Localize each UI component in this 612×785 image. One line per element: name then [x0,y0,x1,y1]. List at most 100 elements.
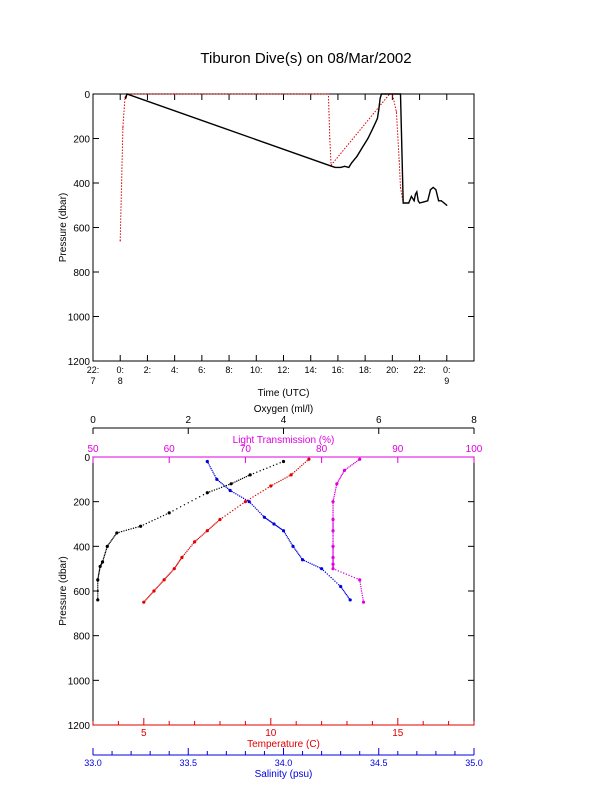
temperature-trace-dot [204,532,206,534]
oxygen-trace-dot [111,538,113,541]
oxygen-trace-dot [128,528,130,531]
temperature-trace-dot [282,478,284,481]
oxygen-trace-dot [106,547,108,549]
light_transmission-trace-dot [351,464,353,466]
oxygen-trace-dot [243,476,246,479]
oxygen-trace-dot [266,467,268,469]
temperature-trace-dot [145,599,147,601]
x-tick-label: 2: [144,365,152,375]
temperature-trace-dot [304,461,307,464]
salinity-trace-dot [294,548,296,550]
data-point [125,95,127,97]
oxygen-trace-dot [97,589,99,591]
temperature-trace-dot [159,583,161,585]
x-tick-label: 0: [443,365,451,375]
oxygen-trace-dot [97,581,99,583]
salinity-trace-dot [315,565,317,567]
temperature-trace-dot [234,508,236,510]
temperature-trace-dot [278,480,280,483]
data-point [417,200,419,202]
profile-panel: 0 200 400 600 800 1000 1200 Pressure (dbar) 0 2 4 6… [58,404,483,780]
oxygen-trace-dot [97,587,99,589]
temperature-trace-dot [172,569,174,571]
light_transmission-trace-dot [360,590,363,592]
light_transmission-trace-dot [332,515,334,517]
temperature-trace-dot [288,475,290,477]
temperature-trace-dot [229,511,231,514]
oxygen-point [98,564,102,569]
salinity-trace-dot [221,483,223,485]
data-point [126,93,128,95]
oxygen-trace-dot [98,568,101,570]
temperature-trace-dot [218,519,220,522]
oxygen-trace-dot [97,593,99,595]
salinity-tick-label: 34.0 [275,758,293,768]
salinity-trace-dot [347,596,349,598]
salinity-trace-dot [235,493,237,495]
temperature-trace-dot [209,527,211,530]
temperature-trace-dot [176,563,179,565]
oxygen-trace-dot [102,558,105,560]
y-tick-label: 600 [73,587,90,598]
oxygen-trace-dot [208,491,211,493]
salinity-trace-dot [217,479,219,482]
data-point [122,126,124,128]
salinity-trace-dot [226,487,229,489]
temperature-trace-dot [293,471,296,473]
salinity-trace-dot [286,536,289,538]
temperature-trace-dot [152,591,154,593]
oxygen-trace-dot [130,528,132,530]
salinity-trace-dot [231,490,233,493]
oxygen-trace-dot [256,471,258,473]
oxygen-trace-dot [148,521,150,523]
series-line-1 [125,93,448,206]
y-tick-label: 400 [73,179,90,190]
oxygen-trace-dot [183,504,186,506]
light_transmission-trace-dot [334,488,337,490]
temperature-trace-dot [257,493,259,495]
light_transmission-trace-dot [332,502,334,505]
data-point [389,93,391,95]
light_transmission-point [331,529,335,533]
oxygen-trace-dot [191,500,193,502]
salinity-trace-dot [283,531,286,533]
oxygen-trace-dot [123,530,125,532]
salinity-trace-dot [289,540,291,543]
light_transmission-trace-dot [332,539,334,541]
data-point [399,186,402,189]
light_transmission-trace-dot [332,551,334,553]
x-axis-label: Time (UTC) [258,388,310,399]
temperature-trace-dot [175,565,177,568]
light_transmission-trace-dot [341,473,343,476]
temperature-trace-dot [188,547,191,549]
x-tick-label: 22: [87,365,100,375]
temperature-trace-dot [150,593,152,596]
salinity-trace-dot [338,584,340,586]
light_transmission-trace-dot [332,554,334,556]
salinity-trace-dot [322,569,325,572]
oxygen-trace-dot [108,542,110,545]
oxygen-trace-dot [162,514,165,517]
light_transmission-trace-dot [338,479,340,481]
y-axis-label: Pressure (dbar) [58,193,69,262]
x-tick-label: 18: [359,365,372,375]
x-tick-label: 9 [444,376,449,386]
oxygen-trace-dot [151,520,153,522]
oxygen-tick-label: 8 [471,415,477,426]
light_transmission-trace-dot [333,493,336,496]
oxygen-trace-dot [187,502,189,504]
salinity-trace-dot [209,466,211,468]
light_transmission-trace-dot [332,525,334,527]
light-tick-label: 60 [164,444,176,455]
y-tick-label: 1000 [68,313,91,324]
temperature-trace-dot [171,570,173,572]
data-point [414,193,417,195]
oxygen-trace-dot [97,595,99,597]
salinity-trace-dot [313,564,315,566]
light_transmission-point [358,457,362,461]
oxygen-trace-dot [262,468,265,471]
temperature-trace-dot [198,536,201,539]
oxygen-point [96,578,100,582]
data-point [323,93,325,95]
oxygen-trace-dot [276,463,278,465]
